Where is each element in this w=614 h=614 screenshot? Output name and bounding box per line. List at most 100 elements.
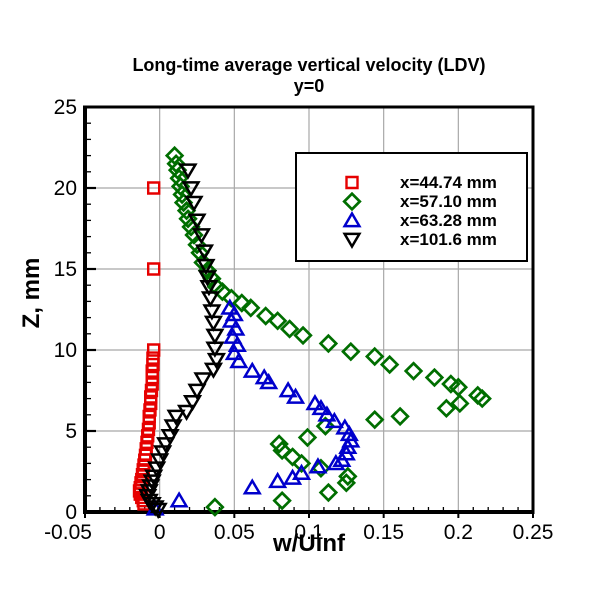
diamond-data-marker — [267, 311, 288, 331]
triangle-down-data-marker — [178, 163, 198, 180]
diamond-data-marker — [205, 497, 225, 517]
x-tick-label: 0.2 — [444, 521, 473, 544]
diamond-data-marker — [164, 145, 185, 166]
triangle-down-data-marker — [148, 502, 168, 520]
triangle-down-data-marker — [156, 437, 176, 454]
triangle-up-data-marker — [291, 463, 312, 480]
triangle-down-data-marker — [187, 213, 207, 230]
y-tick-label: 20 — [54, 177, 77, 200]
triangle-down-data-marker — [181, 181, 201, 198]
diamond-data-marker — [255, 306, 276, 326]
triangle-down-data-marker — [205, 328, 225, 345]
chart-title: Long-time average vertical velocity (LDV… — [132, 55, 486, 75]
triangle-up-data-marker — [229, 351, 249, 369]
diamond-data-marker — [315, 416, 336, 436]
triangle-down-data-marker — [196, 258, 216, 276]
x-tick-label: 0.05 — [214, 521, 255, 544]
legend-label: x=63.28 mm — [400, 210, 497, 230]
diamond-data-marker — [232, 293, 252, 313]
square-marker-icon — [345, 175, 359, 190]
diamond-data-marker — [364, 409, 385, 430]
triangle-down-data-marker — [202, 304, 222, 321]
triangle-up-data-marker — [342, 211, 362, 228]
legend-entry: x=57.10 mm — [297, 192, 526, 211]
x-tick-label: 0.25 — [513, 521, 554, 544]
diamond-data-marker — [269, 434, 289, 454]
diamond-data-marker — [448, 377, 469, 397]
diamond-data-marker — [291, 453, 312, 474]
triangle-down-data-marker — [160, 429, 180, 446]
triangle-up-data-marker — [339, 424, 359, 442]
diamond-data-marker — [184, 225, 204, 245]
y-tick-label: 15 — [54, 258, 77, 281]
triangle-down-data-marker — [150, 453, 170, 470]
diamond-data-marker — [279, 319, 300, 339]
triangle-down-data-marker — [199, 279, 219, 297]
diamond-data-marker — [379, 354, 400, 375]
triangle-down-data-marker — [145, 500, 165, 517]
diamond-data-marker — [172, 184, 192, 205]
triangle-down-data-marker — [206, 352, 226, 370]
diamond-data-marker — [169, 168, 189, 188]
diamond-data-marker — [450, 393, 470, 414]
y-tick-label: 0 — [65, 501, 77, 524]
triangle-up-marker-icon — [342, 211, 362, 228]
diamond-data-marker — [282, 447, 303, 467]
triangle-up-data-marker — [242, 478, 262, 495]
diamond-data-marker — [472, 388, 492, 409]
triangle-down-data-marker — [205, 341, 225, 358]
x-tick-label: 0.1 — [294, 521, 323, 544]
diamond-data-marker — [178, 209, 198, 229]
diamond-marker-icon — [342, 192, 362, 211]
triangle-down-data-marker — [197, 270, 218, 287]
triangle-up-data-marker — [308, 457, 328, 474]
triangle-down-data-marker — [147, 461, 167, 478]
legend: x=44.74 mm x=57.10 mm x=63.28 mm x=101.6… — [295, 152, 528, 262]
triangle-up-data-marker — [324, 411, 344, 429]
triangle-up-data-marker — [259, 372, 279, 390]
triangle-down-data-marker — [200, 291, 221, 308]
legend-entry: x=101.6 mm — [297, 230, 526, 249]
triangle-down-data-marker — [187, 383, 207, 400]
diamond-data-marker — [424, 367, 445, 388]
diamond-data-marker — [318, 333, 339, 354]
triangle-up-data-marker — [338, 437, 358, 455]
triangle-down-data-marker — [184, 195, 204, 213]
triangle-up-data-marker — [311, 398, 331, 416]
diamond-data-marker — [241, 298, 261, 318]
diamond-data-marker — [390, 406, 410, 427]
series-x63.28mm — [145, 298, 361, 516]
diamond-data-marker — [364, 346, 385, 367]
legend-entry: x=63.28 mm — [297, 211, 526, 230]
diamond-data-marker — [318, 482, 339, 503]
x-tick-label: -0.05 — [44, 521, 92, 544]
triangle-down-data-marker — [182, 394, 203, 412]
triangle-up-data-marker — [268, 471, 288, 489]
diamond-data-marker — [336, 473, 357, 493]
triangle-up-data-marker — [169, 491, 189, 508]
series-x101.6mm — [138, 163, 226, 520]
legend-label: x=101.6 mm — [400, 229, 497, 249]
triangle-down-data-marker — [163, 419, 183, 436]
square-data-marker — [146, 262, 161, 276]
triangle-up-data-marker — [221, 311, 241, 328]
triangle-down-data-marker — [191, 228, 212, 245]
triangle-up-data-marker — [224, 343, 244, 361]
chart-subtitle: y=0 — [293, 76, 325, 96]
triangle-down-data-marker — [203, 362, 224, 379]
diamond-data-marker — [272, 440, 292, 461]
x-tick-label: 0 — [154, 521, 166, 544]
diamond-data-marker — [342, 192, 362, 211]
legend-entry: x=44.74 mm — [297, 173, 526, 192]
diamond-data-marker — [166, 153, 186, 174]
x-tick-label: 0.15 — [363, 521, 404, 544]
diamond-data-marker — [272, 490, 292, 511]
y-tick-label: 10 — [54, 339, 77, 362]
legend-label: x=57.10 mm — [400, 191, 497, 211]
diamond-data-marker — [436, 398, 457, 419]
diamond-data-marker — [293, 325, 313, 346]
triangle-up-data-marker — [282, 468, 303, 485]
triangle-up-data-marker — [326, 453, 346, 471]
